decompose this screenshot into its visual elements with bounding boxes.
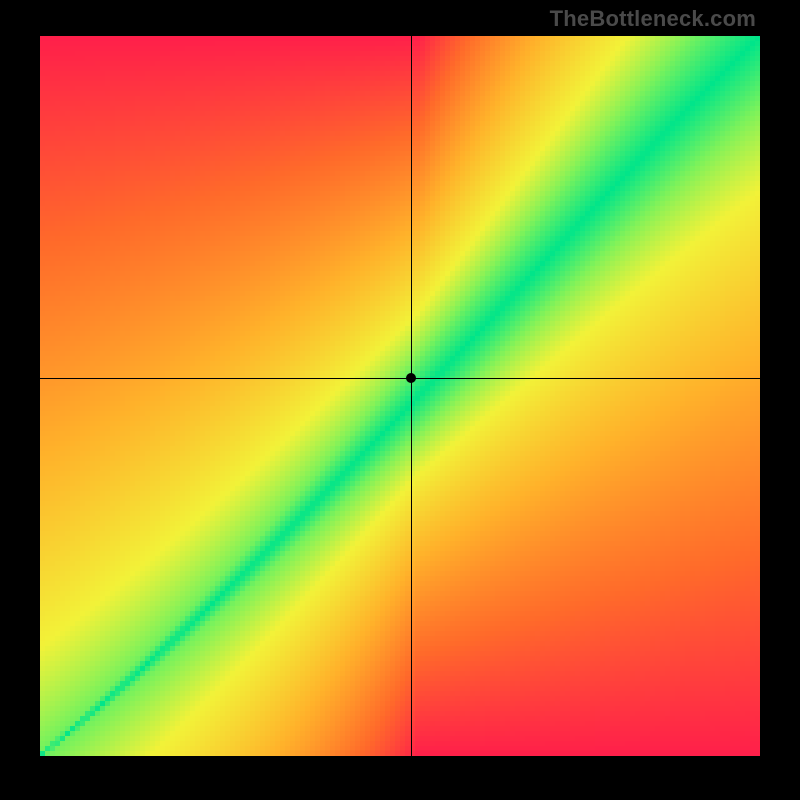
chart-outer-frame: TheBottleneck.com [0,0,800,800]
crosshair-vertical [411,36,412,756]
plot-area [40,36,760,756]
heatmap-canvas [40,36,760,756]
marker-dot [406,373,416,383]
watermark-text: TheBottleneck.com [550,6,756,32]
crosshair-horizontal [40,378,760,379]
